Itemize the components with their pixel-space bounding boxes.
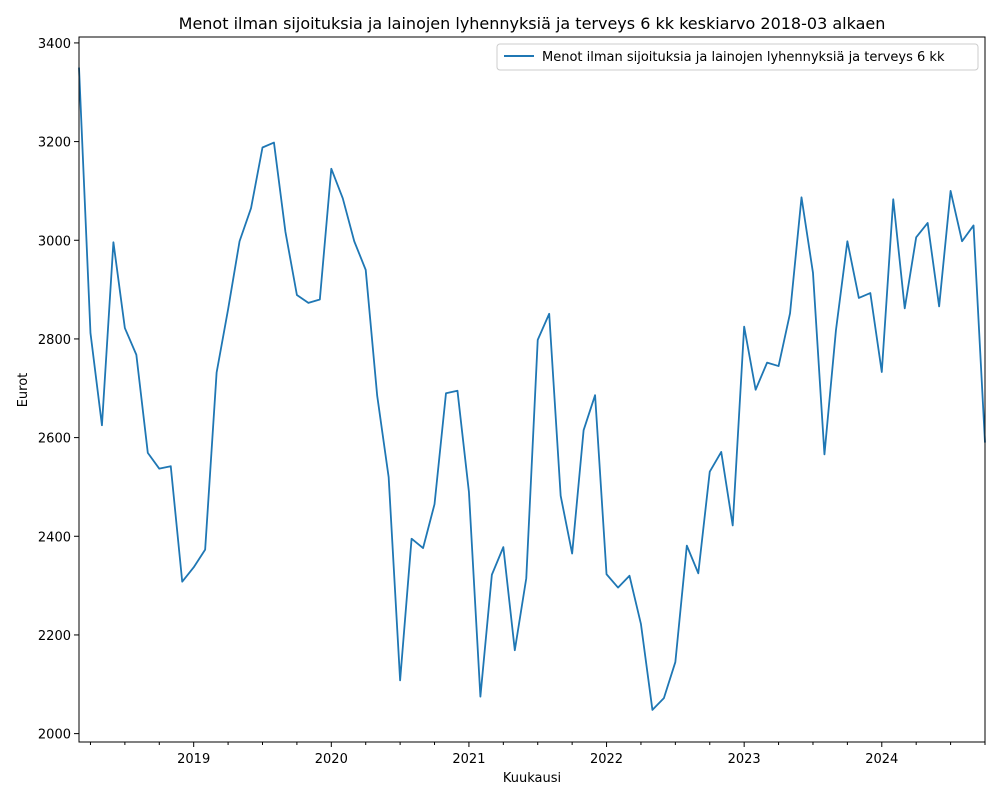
x-tick-label: 2023 — [728, 752, 761, 767]
x-axis: 2019 2020 2021 2022 2023 2024 — [89, 742, 986, 767]
chart-title: Menot ilman sijoituksia ja lainojen lyhe… — [179, 14, 886, 33]
y-tick-label: 2000 — [38, 728, 71, 743]
y-tick-label: 3000 — [38, 234, 71, 249]
y-tick-label: 2400 — [38, 530, 71, 545]
y-tick-label: 2800 — [38, 333, 71, 348]
y-axis: 2000 2200 2400 2600 2800 3000 3200 3400 — [38, 37, 79, 743]
legend: Menot ilman sijoituksia ja lainojen lyhe… — [496, 43, 979, 71]
y-tick-label: 2200 — [38, 629, 71, 644]
x-tick-label: 2020 — [315, 752, 348, 767]
legend-box — [496, 43, 979, 71]
y-axis-title: Eurot — [16, 373, 31, 408]
series-line — [78, 67, 986, 711]
x-tick-label: 2019 — [177, 752, 210, 767]
x-tick-label: 2024 — [865, 752, 898, 767]
legend-label: Menot ilman sijoituksia ja lainojen lyhe… — [542, 50, 945, 65]
y-tick-label: 3400 — [38, 37, 71, 52]
y-tick-label: 3200 — [38, 136, 71, 151]
x-tick-label: 2021 — [452, 752, 485, 767]
y-tick-label: 2600 — [38, 432, 71, 447]
x-tick-label: 2022 — [590, 752, 623, 767]
plot-frame — [78, 36, 986, 743]
x-axis-title: Kuukausi — [503, 771, 561, 786]
